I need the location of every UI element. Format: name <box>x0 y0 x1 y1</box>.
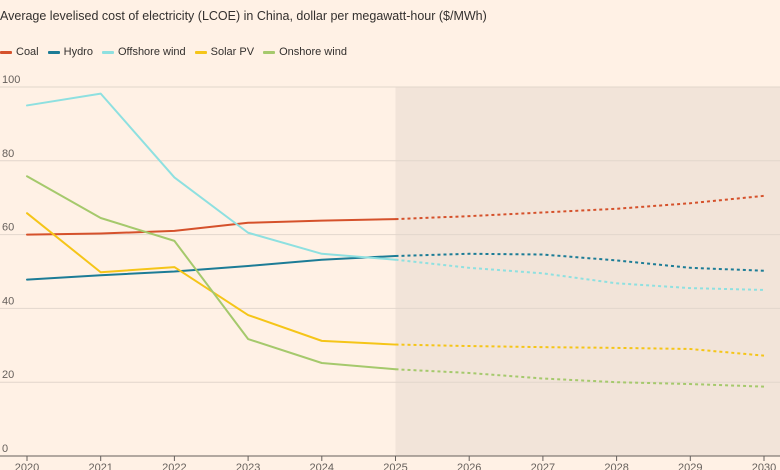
x-tick-label-2020: 2020 <box>15 462 39 470</box>
x-tick-label-2027: 2027 <box>531 462 555 470</box>
series-forecast-line-solar-pv <box>395 343 765 357</box>
legend-label-onshore-wind: Onshore wind <box>279 46 347 58</box>
legend-swatch-coal <box>0 50 12 54</box>
y-tick-label-0: 0 <box>2 443 8 455</box>
series-forecast-line-offshore-wind <box>395 258 765 291</box>
legend-label-offshore-wind: Offshore wind <box>117 46 186 58</box>
x-tick-label-2028: 2028 <box>604 462 628 470</box>
legend-swatch-solar-pv <box>194 50 207 54</box>
x-tick-label-2024: 2024 <box>310 462 334 470</box>
chart-title: Average levelised cost of electricity (L… <box>0 9 487 23</box>
legend-item-solar-pv: Solar PV <box>194 46 255 58</box>
x-tick-label-2025: 2025 <box>383 462 407 470</box>
legend-swatch-onshore-wind <box>263 50 276 54</box>
legend-swatch-hydro <box>47 50 60 54</box>
y-tick-label-80: 80 <box>2 148 14 160</box>
forecast-shaded-region <box>395 87 780 456</box>
x-tick-label-2029: 2029 <box>678 462 702 470</box>
chart-legend: Coal Hydro Offshore wind Solar PV Onshore wi… <box>0 46 356 58</box>
series-forecast-line-onshore-wind <box>395 368 765 388</box>
legend-label-coal: Coal <box>16 46 39 58</box>
y-tick-label-20: 20 <box>2 369 14 381</box>
legend-item-onshore-wind: Onshore wind <box>263 46 347 58</box>
legend-label-solar-pv: Solar PV <box>210 46 255 58</box>
legend-item-offshore-wind: Offshore wind <box>101 46 186 58</box>
legend-item-hydro: Hydro <box>47 46 93 58</box>
legend-label-hydro: Hydro <box>63 46 93 58</box>
series-line-coal <box>26 218 397 236</box>
x-tick-label-2021: 2021 <box>88 462 112 470</box>
x-tick-label-2022: 2022 <box>162 462 186 470</box>
series-line-hydro <box>26 255 397 281</box>
legend-swatch-offshore-wind <box>101 50 114 54</box>
x-tick-label-2026: 2026 <box>457 462 481 470</box>
series-line-onshore-wind <box>26 175 397 371</box>
series-forecast-line-coal <box>395 194 765 221</box>
x-tick-label-2030: 2030 <box>752 462 776 470</box>
series-forecast-line-hydro <box>395 252 765 272</box>
y-tick-label-40: 40 <box>2 295 14 307</box>
x-tick-label-2023: 2023 <box>236 462 260 470</box>
series-line-offshore-wind <box>26 92 397 261</box>
y-tick-label-100: 100 <box>2 74 20 86</box>
legend-item-coal: Coal <box>0 46 39 58</box>
y-tick-label-60: 60 <box>2 222 14 234</box>
